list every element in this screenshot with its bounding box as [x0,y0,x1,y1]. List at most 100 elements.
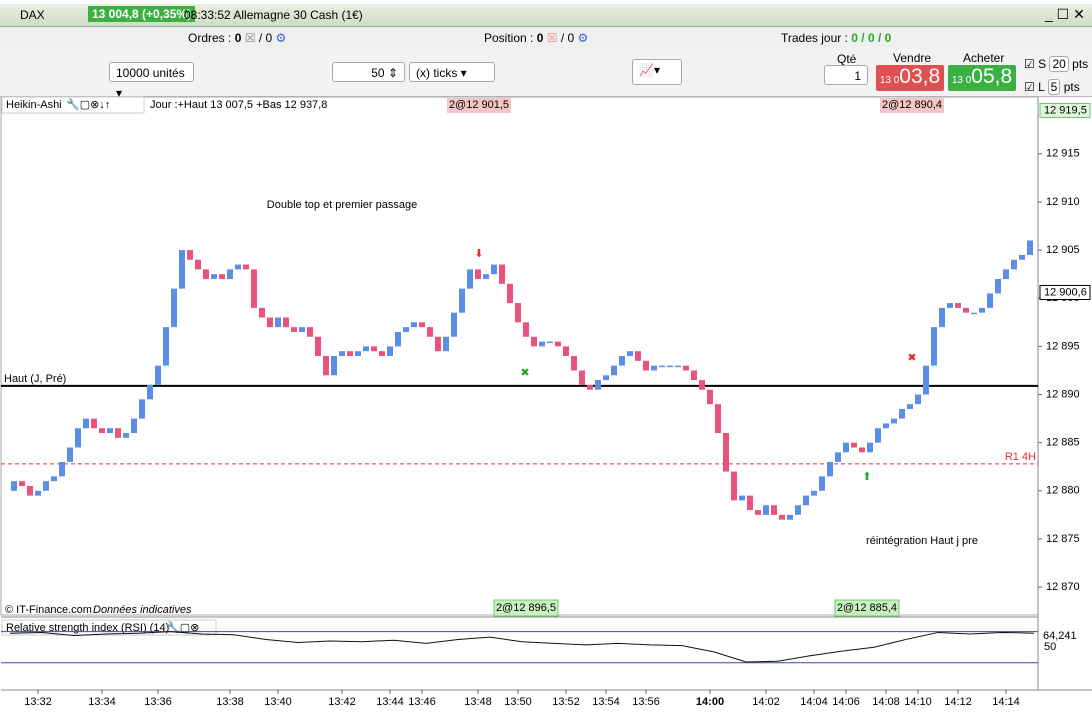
candle [883,423,889,429]
candle [139,399,145,419]
candle [363,346,369,352]
candle [659,365,665,368]
candle [827,461,833,477]
candle [227,269,233,279]
candle [939,307,945,328]
candle [979,307,985,313]
candle [123,433,129,438]
candle [499,264,505,284]
candle [283,317,289,328]
candle [235,264,241,270]
candle [763,505,769,515]
limit-value: 5 [1047,79,1061,95]
candle [971,312,977,315]
units-select[interactable]: 10000 unités ▾ [109,62,194,100]
tag: 2@12 890,4 [882,99,942,111]
y-tick-label: 12 890 [1046,388,1080,400]
candle [1019,254,1025,260]
symbol[interactable]: DAX [20,8,45,22]
disclaimer: Données indicatives [93,604,192,616]
x-tick-label: 13:32 [24,696,52,708]
y-tick-label: 12 875 [1046,533,1080,545]
order-panel: 10000 unités ▾ 50 ⇕ (x) ticks ▾ 📈▾ Qté 1… [0,49,1092,100]
candle [803,495,809,506]
candle [171,288,177,328]
sell-label: Vendre [893,51,932,65]
pts: pts [1063,80,1080,94]
candle [115,428,121,438]
x-tick-label: 13:46 [408,696,436,708]
rsi-icons[interactable]: 🔧▢⊗ [166,620,199,634]
chart-name[interactable]: Heikin-Ashi [6,99,62,111]
candle [371,346,377,352]
candle [395,331,401,347]
candle [67,447,73,462]
candle [195,259,201,270]
candle [299,327,305,332]
candle [843,442,849,453]
candle [635,351,641,361]
candle [595,380,601,390]
ticks-unit[interactable]: (x) ticks ▾ [409,62,495,82]
price-label: 12 919,5 [1044,104,1087,116]
candle [91,418,97,429]
candle [467,269,473,289]
candle [603,375,609,381]
candle [771,505,777,515]
plot: 12 870 12 875 12 880 12 885 12 890 12 895 12 9… [1,103,1091,708]
label: Position : [484,31,534,45]
tag-box [493,599,559,617]
candle [715,404,721,434]
candle [955,303,961,308]
candle [683,365,689,371]
candle [483,274,489,279]
candle [691,370,697,381]
x-tick-label: 14:06 [832,696,860,708]
candle [339,351,345,357]
candle [587,384,593,390]
close-cross: ✖ [520,367,529,379]
x-tick-label: 13:42 [328,696,356,708]
candle [251,269,257,308]
candle [155,365,161,385]
stop[interactable]: ☑ S 20 pts [1024,56,1089,72]
strategy-button[interactable]: 📈▾ [632,59,682,85]
candle [579,370,585,385]
sell-button[interactable]: 13 003,8 [876,65,944,91]
y-tick-label: 12 915 [1046,148,1080,160]
candle [291,327,297,332]
candle [915,394,921,405]
candle [243,264,249,270]
window-buttons[interactable]: _ ☐ ✕ [1045,6,1085,22]
candle [787,514,793,520]
candle [307,327,313,337]
tag: 2@12 901,5 [449,99,509,111]
header-icons[interactable]: 🔧▢⊗↓↑ [66,97,110,111]
candle [491,264,497,275]
ticks-input[interactable]: 50 ⇕ [332,62,405,82]
qty-label: Qté [837,52,857,66]
candle [475,269,481,279]
stop-value: 20 [1049,56,1069,72]
y-tick-label: 12 870 [1046,581,1080,593]
candle [515,303,521,323]
price-label-box [1039,103,1091,119]
qty-input[interactable]: 1 [824,65,868,85]
value: / 0 [560,31,575,45]
candle [707,389,713,405]
buy-button[interactable]: 13 005,8 [948,65,1016,91]
candle [731,471,737,501]
x-tick-label: 14:02 [752,696,780,708]
candle [131,418,137,434]
price-label: 12 900,6 [1044,286,1087,298]
y-tick-label: 12 885 [1046,437,1080,449]
limit[interactable]: ☑ L 5 pts [1024,79,1080,95]
candle [211,274,217,279]
candle [355,351,361,357]
title-bar: DAX 13 004,8 (+0,35%) 08:33:52 Allemagne… [0,4,1092,27]
tag-box [447,98,511,113]
position: Position : 0 ☒ / 0 ⚙ [484,31,589,45]
annotation: réintégration Haut j pre [866,535,978,547]
candle [539,341,545,347]
